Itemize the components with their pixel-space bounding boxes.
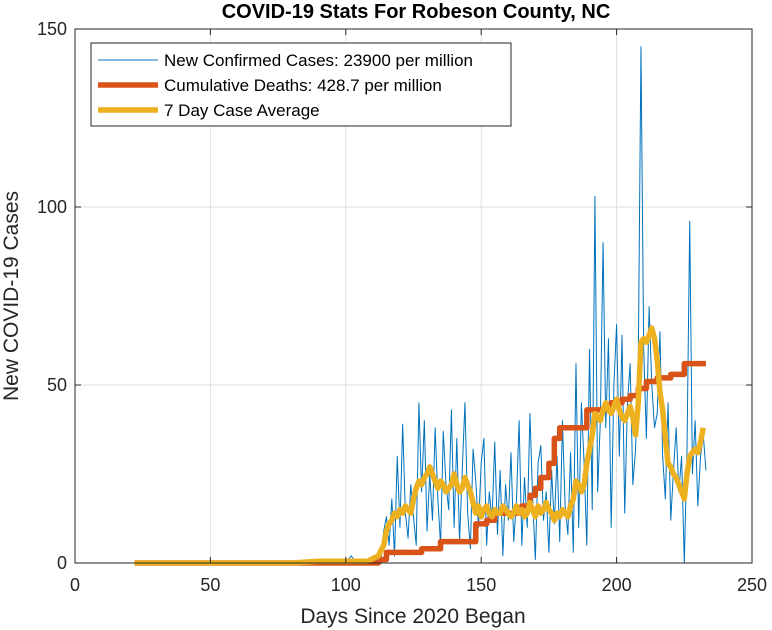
y-tick-label: 50 [47,375,67,395]
legend: New Confirmed Cases: 23900 per million Cu… [90,42,512,127]
x-tick-label: 250 [737,575,767,595]
x-tick-label: 200 [602,575,632,595]
axis-ticks: 0 50 100 150 200 250 0 50 100 150 [37,19,767,595]
x-tick-label: 50 [200,575,220,595]
legend-entry-0: New Confirmed Cases: 23900 per million [164,51,473,70]
legend-entry-2: 7 Day Case Average [164,101,320,120]
plot-frame [74,28,753,564]
legend-box [90,42,512,127]
x-axis-label: Days Since 2020 Began [300,605,525,628]
x-tick-label: 150 [466,575,496,595]
y-tick-label: 100 [37,197,67,217]
series-line-1 [134,360,706,566]
chart-title: COVID-19 Stats For Robeson County, NC [222,1,611,23]
x-tick-label: 0 [70,575,80,595]
y-tick-label: 150 [37,19,67,39]
series-line-2 [134,325,706,566]
series-layer [134,46,707,566]
legend-entry-1: Cumulative Deaths: 428.7 per million [164,76,442,95]
series-line-0 [134,46,707,564]
x-tick-label: 100 [331,575,361,595]
y-axis-label: New COVID-19 Cases [0,191,23,401]
y-tick-label: 0 [57,553,67,573]
